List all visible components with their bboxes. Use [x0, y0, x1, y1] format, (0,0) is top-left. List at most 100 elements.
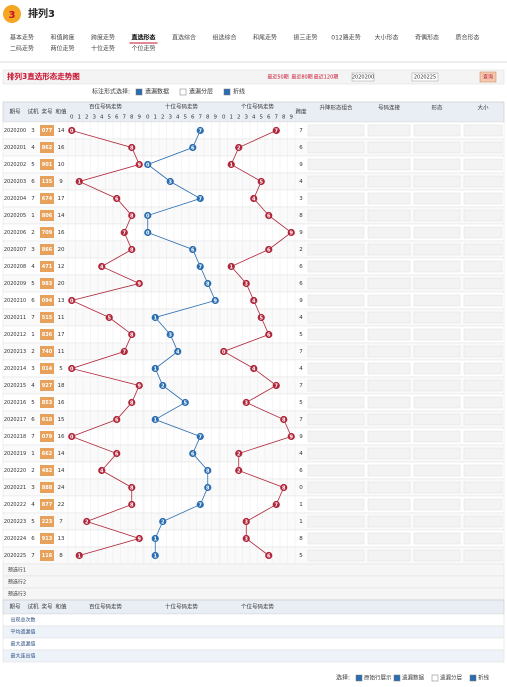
checkbox[interactable] — [179, 88, 187, 96]
footer-option: 遗漏分层 — [440, 674, 463, 682]
digit-header: 8 — [282, 115, 286, 121]
shape-cell — [307, 413, 365, 426]
zone-header: 个位号码走势 — [241, 603, 275, 611]
digit-ball — [128, 398, 136, 407]
shape-cell — [463, 260, 503, 273]
digit-ball — [257, 177, 265, 186]
nav-link[interactable]: 二码走势 — [10, 45, 34, 53]
query-label[interactable]: 查询 — [483, 74, 493, 81]
digit-ball — [204, 483, 212, 492]
digit-ball-label: 7 — [275, 383, 279, 389]
nav-link[interactable]: 跨度走势 — [91, 34, 115, 42]
checkbox[interactable] — [223, 88, 231, 96]
checkbox[interactable] — [355, 674, 363, 682]
shape-cell — [463, 141, 503, 154]
shape-cell — [463, 396, 503, 409]
shape-cell — [367, 532, 411, 545]
digit-ball — [113, 415, 121, 424]
sum: 5 — [59, 366, 63, 372]
digit-ball — [144, 160, 152, 169]
column-header: 试机 — [27, 603, 39, 611]
nav-link[interactable]: 012路走势 — [331, 34, 360, 42]
digit-ball-label: 0 — [146, 230, 150, 236]
column-header: 试机 — [27, 108, 39, 116]
nav-link[interactable]: 组选综合 — [212, 34, 236, 42]
range-link[interactable]: 最近50期 — [267, 74, 288, 81]
digit-ball-label: 5 — [260, 179, 264, 185]
digit-ball — [265, 330, 273, 339]
digit-ball — [135, 160, 143, 169]
digit-ball — [105, 313, 113, 322]
digit-ball — [227, 262, 235, 271]
draw-number: 515 — [42, 315, 53, 321]
nav-link[interactable]: 直选综合 — [172, 34, 196, 42]
digit-ball — [287, 432, 295, 441]
nav-link[interactable]: 基本走势 — [10, 34, 34, 42]
nav-link[interactable]: 直选形态 — [131, 34, 155, 42]
test-number: 5 — [31, 519, 35, 525]
digit-ball — [68, 432, 76, 441]
shape-cell — [463, 430, 503, 443]
digit-ball-label: 3 — [245, 400, 249, 406]
number-box — [40, 176, 54, 187]
digit-ball-label: 8 — [282, 417, 286, 423]
span: 6 — [299, 281, 303, 287]
shape-cell — [367, 260, 411, 273]
period: 2020209 — [4, 281, 26, 287]
nav-link[interactable]: 两位走势 — [50, 45, 74, 53]
checkbox[interactable] — [393, 674, 401, 682]
column-header: 和值 — [55, 603, 67, 611]
digit-ball — [166, 330, 174, 339]
digit-ball — [250, 364, 258, 373]
digit-header: 7 — [123, 115, 127, 121]
test-number: 4 — [31, 264, 35, 270]
digit-ball-label: 2 — [237, 145, 241, 151]
digit-ball-label: 2 — [161, 519, 165, 525]
digit-header: 2 — [85, 115, 89, 121]
digit-ball-label: 6 — [267, 247, 271, 253]
digit-header: 0 — [222, 115, 226, 121]
draw-number: 806 — [42, 213, 53, 219]
shape-cell — [463, 158, 503, 171]
digit-ball-label: 7 — [199, 502, 203, 508]
sum: 11 — [58, 315, 65, 321]
checkbox[interactable] — [135, 88, 143, 96]
range-to-box — [411, 72, 439, 82]
nav-link[interactable]: 和尾走势 — [253, 34, 277, 42]
span: 7 — [299, 128, 303, 134]
shape-cell — [413, 413, 461, 426]
digit-ball — [128, 330, 136, 339]
test-number: 6 — [31, 298, 35, 304]
digit-ball-label: 7 — [123, 349, 127, 355]
range-link[interactable]: 最近80期 — [291, 74, 312, 81]
nav-link[interactable]: 奇偶形态 — [415, 34, 439, 42]
shape-cell — [367, 430, 411, 443]
shape-cell — [307, 379, 365, 392]
nav-link[interactable]: 十位走势 — [91, 45, 115, 53]
sum: 24 — [58, 485, 65, 491]
test-number: 5 — [31, 281, 35, 287]
shape-cell — [307, 260, 365, 273]
nav-link[interactable]: 个位走势 — [131, 45, 155, 53]
nav-link[interactable]: 振三走势 — [293, 34, 317, 42]
stats-label: 出现总次数 — [10, 617, 35, 624]
period: 2020204 — [4, 196, 26, 202]
digit-ball — [196, 126, 204, 135]
digit-ball-label: 9 — [290, 434, 294, 440]
sum: 17 — [58, 332, 65, 338]
nav-link[interactable]: 和值跨度 — [50, 34, 74, 42]
digit-ball-label: 2 — [237, 451, 241, 457]
shape-cell — [307, 498, 365, 511]
range-link[interactable]: 最近120期 — [314, 74, 339, 81]
checkbox[interactable] — [431, 674, 439, 682]
draw-number: 913 — [42, 536, 53, 542]
digit-ball — [280, 483, 288, 492]
digit-ball-label: 9 — [138, 281, 142, 287]
digit-header: 2 — [161, 115, 165, 121]
digit-ball — [242, 517, 250, 526]
shape-cell — [463, 124, 503, 137]
checkbox[interactable] — [469, 674, 477, 682]
shape-cell — [413, 141, 461, 154]
nav-link[interactable]: 质合形态 — [455, 34, 479, 42]
nav-link[interactable]: 大小形态 — [374, 34, 398, 42]
